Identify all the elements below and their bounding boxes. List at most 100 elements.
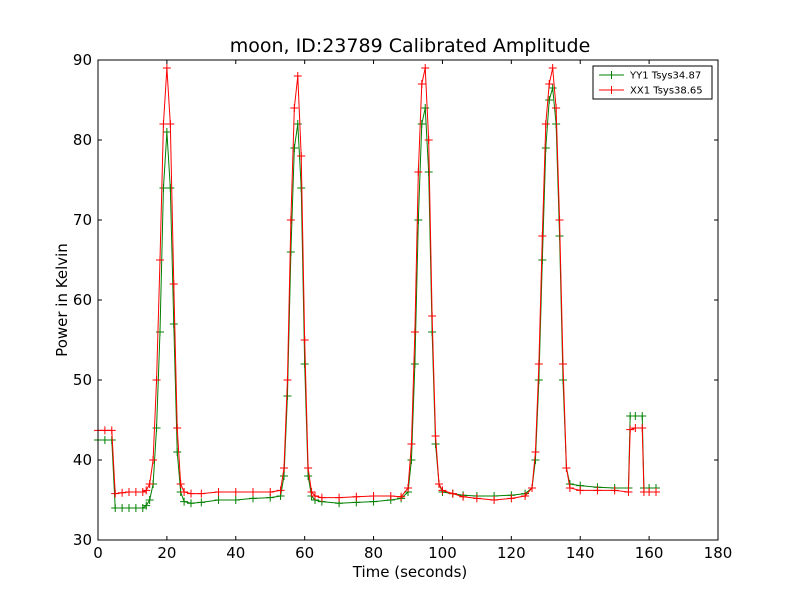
data-point (565, 484, 574, 492)
x-tick-label: 60 (295, 544, 314, 562)
legend: YY1 Tsys34.87 XX1 Tsys38.65 (592, 65, 713, 100)
data-point (180, 488, 189, 496)
data-point (149, 456, 158, 464)
data-point (142, 486, 151, 495)
x-tick-label: 40 (226, 544, 245, 562)
data-point (541, 120, 550, 128)
data-point (335, 493, 344, 502)
data-point (307, 488, 316, 496)
data-point (187, 489, 195, 498)
data-point (187, 499, 195, 508)
data-point (180, 497, 189, 506)
y-axis-label: Power in Kelvin (53, 243, 71, 357)
x-tick-label: 80 (364, 544, 383, 562)
data-point (266, 488, 275, 496)
data-point (131, 488, 140, 496)
data-point (138, 488, 147, 496)
data-point (166, 120, 175, 128)
legend-marker (607, 71, 616, 79)
data-point (214, 488, 223, 496)
data-point (576, 486, 585, 495)
data-point (548, 84, 557, 92)
data-point (317, 493, 326, 502)
data-point (631, 424, 640, 432)
data-point (304, 464, 313, 472)
y-tick-label: 60 (73, 291, 92, 309)
data-point (386, 492, 395, 500)
data-point (290, 104, 299, 112)
data-point (410, 360, 419, 368)
data-point (283, 376, 292, 384)
data-point (490, 496, 499, 504)
data-point (545, 80, 554, 88)
legend-box (592, 65, 713, 100)
legend-label: YY1 Tsys34.87 (629, 71, 701, 82)
legend-label: XX1 Tsys38.65 (630, 86, 703, 97)
chart-title: moon, ID:23789 Calibrated Amplitude (230, 35, 591, 57)
data-point (593, 486, 602, 495)
x-tick-label: 120 (497, 544, 526, 562)
data-point (531, 448, 540, 456)
data-point (197, 489, 206, 498)
data-point (421, 104, 430, 112)
data-point (645, 488, 654, 496)
data-point (428, 312, 437, 320)
data-point (431, 432, 440, 440)
data-point (280, 472, 288, 480)
data-point (417, 120, 426, 128)
y-tick-label: 80 (73, 131, 92, 149)
data-point (300, 336, 309, 344)
data-point (166, 184, 175, 192)
data-point (107, 426, 116, 435)
x-tick-label: 20 (157, 544, 176, 562)
data-point (111, 489, 120, 498)
data-point (118, 504, 127, 512)
data-point (125, 488, 133, 496)
data-point (407, 456, 416, 464)
x-tick-label: 0 (93, 544, 103, 562)
data-point (562, 464, 571, 472)
data-point (410, 328, 419, 336)
data-point (548, 64, 557, 72)
data-point (283, 392, 292, 400)
data-point (538, 256, 547, 264)
data-point (421, 64, 430, 72)
data-point (521, 492, 530, 500)
data-point (145, 496, 154, 504)
data-point (626, 425, 635, 434)
data-point (152, 424, 161, 432)
data-point (176, 480, 185, 488)
data-point (131, 504, 140, 512)
data-point (162, 64, 171, 72)
data-point (414, 216, 423, 224)
data-point (528, 484, 536, 492)
series-2 (94, 64, 660, 504)
plot-series (94, 64, 660, 512)
series-line (98, 87, 656, 509)
data-point (531, 456, 540, 464)
data-point (162, 128, 171, 136)
data-point (507, 494, 516, 503)
data-point (311, 492, 319, 500)
y-tick-label: 40 (73, 451, 92, 469)
data-point (404, 484, 412, 492)
data-point (417, 80, 426, 88)
data-point (424, 168, 433, 176)
series-line (98, 67, 656, 501)
data-point (414, 168, 423, 176)
data-point (214, 496, 223, 504)
data-point (438, 486, 447, 495)
data-point (156, 328, 164, 336)
data-point (231, 488, 240, 496)
y-tick-label: 70 (73, 211, 92, 229)
data-point (304, 472, 313, 480)
data-point (534, 376, 543, 384)
data-point (541, 144, 550, 152)
data-point (407, 440, 416, 448)
data-point (111, 504, 120, 512)
data-point (293, 120, 302, 128)
data-point (459, 492, 468, 501)
data-point (472, 494, 481, 503)
axis-ticks: 0 20 40 60 80 100 120 140 160 180 30 40 50 60 70 80 90 (73, 51, 732, 562)
